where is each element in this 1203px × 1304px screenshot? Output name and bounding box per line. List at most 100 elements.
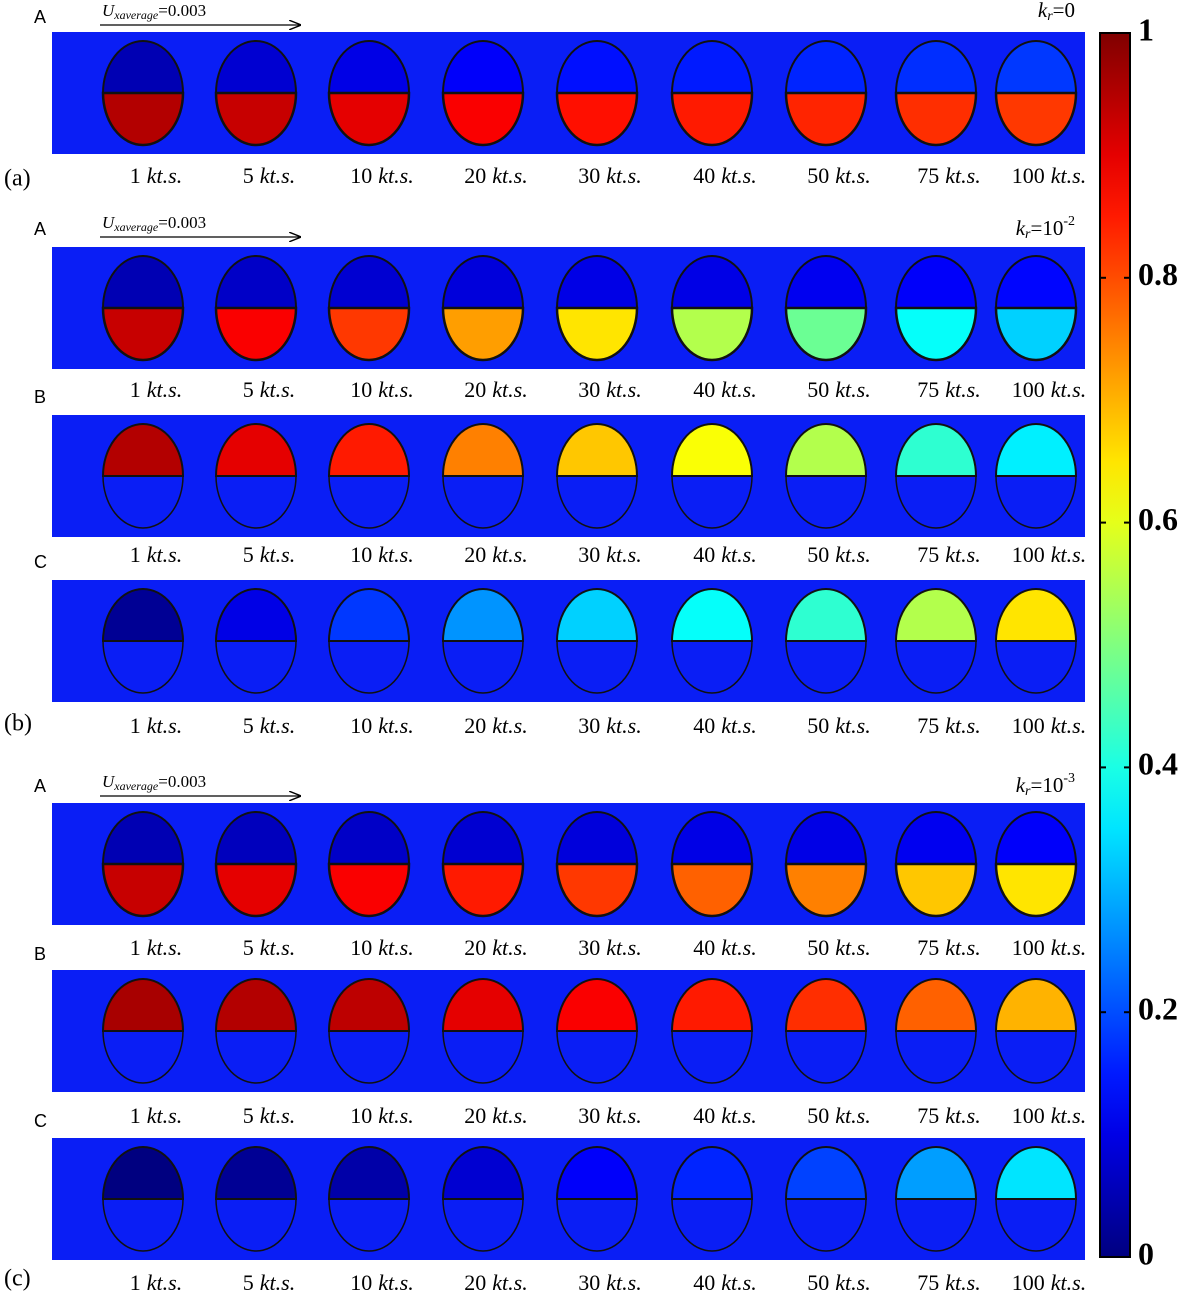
time-unit: kt.s. <box>606 1103 641 1128</box>
time-label: 50 kt.s. <box>807 1103 870 1128</box>
droplet-upper <box>441 588 525 642</box>
time-label: 75 kt.s. <box>917 377 980 402</box>
droplet-lower <box>214 306 298 362</box>
time-unit: kt.s. <box>1051 542 1086 567</box>
droplet-lower <box>101 862 185 918</box>
kr-superscript: -3 <box>1063 771 1075 786</box>
time-value: 5 <box>243 1270 254 1295</box>
droplet-upper <box>784 978 868 1032</box>
droplet-upper <box>994 40 1078 94</box>
droplet-upper <box>994 255 1078 309</box>
droplet-upper <box>101 255 185 309</box>
time-value: 50 <box>807 935 829 960</box>
droplet-upper <box>441 978 525 1032</box>
droplet-upper <box>555 1146 639 1200</box>
time-label: 10 kt.s. <box>350 1103 413 1128</box>
droplet-lower <box>101 306 185 362</box>
time-label: 40 kt.s. <box>693 163 756 188</box>
time-value: 30 <box>578 163 600 188</box>
time-unit: kt.s. <box>492 713 527 738</box>
droplet-outline <box>442 1030 524 1084</box>
colorbar-tick-label: 0.8 <box>1138 256 1178 292</box>
droplet-upper <box>327 978 411 1032</box>
droplet-upper <box>214 588 298 642</box>
time-label: 50 kt.s. <box>807 377 870 402</box>
droplet-upper <box>555 40 639 94</box>
time-unit: kt.s. <box>945 713 980 738</box>
time-value: 40 <box>693 542 715 567</box>
droplet-outline <box>995 640 1077 694</box>
time-label: 5 kt.s. <box>243 377 295 402</box>
droplet-upper <box>441 255 525 309</box>
time-unit: kt.s. <box>1051 163 1086 188</box>
droplet-outline <box>328 1030 410 1084</box>
time-value: 75 <box>917 163 939 188</box>
time-unit: kt.s. <box>378 935 413 960</box>
droplet-lower <box>894 862 978 918</box>
droplet-upper <box>994 1146 1078 1200</box>
droplet-lower <box>670 306 754 362</box>
time-label: 1 kt.s. <box>130 935 182 960</box>
time-label: 5 kt.s. <box>243 935 295 960</box>
time-label: 20 kt.s. <box>464 935 527 960</box>
time-unit: kt.s. <box>721 1103 756 1128</box>
time-label: 10 kt.s. <box>350 1270 413 1295</box>
time-label: 1 kt.s. <box>130 1103 182 1128</box>
droplet-outline <box>215 475 297 529</box>
time-value: 1 <box>130 713 141 738</box>
time-value: 100 <box>1012 1103 1045 1128</box>
colorbar-tick-label: 1 <box>1138 11 1154 47</box>
droplet-upper <box>555 811 639 865</box>
velocity-subscript: xaverage <box>113 779 159 793</box>
droplet-lower <box>441 91 525 147</box>
time-value: 10 <box>350 377 372 402</box>
time-label: 100 kt.s. <box>1012 935 1086 960</box>
droplet-outline <box>215 640 297 694</box>
time-value: 40 <box>693 1270 715 1295</box>
time-value: 75 <box>917 1270 939 1295</box>
time-unit: kt.s. <box>945 1103 980 1128</box>
droplet-upper <box>670 40 754 94</box>
colorbar-tick-label: 0.6 <box>1138 501 1178 537</box>
time-unit: kt.s. <box>260 377 295 402</box>
kr-label: kr=10-2 <box>1016 214 1075 242</box>
time-value: 10 <box>350 935 372 960</box>
kr-value: =10 <box>1030 216 1063 240</box>
droplet-upper <box>784 588 868 642</box>
droplet-upper <box>670 978 754 1032</box>
droplet-upper <box>670 811 754 865</box>
droplet-upper <box>784 423 868 477</box>
droplet-upper <box>555 255 639 309</box>
time-unit: kt.s. <box>606 542 641 567</box>
droplet-upper <box>441 40 525 94</box>
droplet-outline <box>785 475 867 529</box>
droplet-lower <box>784 91 868 147</box>
time-unit: kt.s. <box>492 1270 527 1295</box>
droplet-upper <box>327 811 411 865</box>
droplet-upper <box>784 1146 868 1200</box>
time-unit: kt.s. <box>147 377 182 402</box>
time-value: 100 <box>1012 935 1045 960</box>
time-value: 20 <box>464 713 486 738</box>
droplet-lower <box>994 91 1078 147</box>
droplet-lower <box>101 91 185 147</box>
droplet-upper <box>441 1146 525 1200</box>
time-value: 20 <box>464 163 486 188</box>
time-label: 100 kt.s. <box>1012 1103 1086 1128</box>
time-label: 5 kt.s. <box>243 163 295 188</box>
time-unit: kt.s. <box>945 377 980 402</box>
time-value: 10 <box>350 713 372 738</box>
time-label: 100 kt.s. <box>1012 377 1086 402</box>
droplet-lower <box>327 91 411 147</box>
time-unit: kt.s. <box>378 163 413 188</box>
droplet-outline <box>102 1198 184 1252</box>
droplet-outline <box>556 1030 638 1084</box>
droplet-outline <box>785 1030 867 1084</box>
time-unit: kt.s. <box>721 1270 756 1295</box>
time-label: 10 kt.s. <box>350 935 413 960</box>
colorbar <box>1099 32 1131 1258</box>
time-value: 75 <box>917 713 939 738</box>
time-unit: kt.s. <box>835 163 870 188</box>
time-unit: kt.s. <box>835 713 870 738</box>
